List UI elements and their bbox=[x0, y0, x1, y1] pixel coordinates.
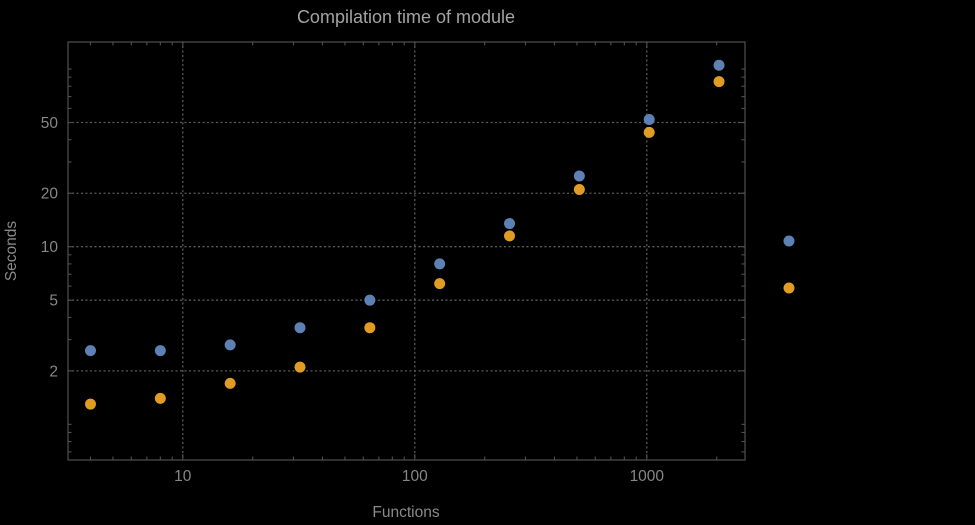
x-tick-label: 100 bbox=[402, 468, 428, 485]
axis-ticks: 10 100 1000 2 5 10 20 50 bbox=[41, 42, 745, 485]
y-tick-label: 10 bbox=[41, 239, 59, 256]
data-point-series-2 bbox=[294, 361, 306, 373]
x-tick-label: 1000 bbox=[630, 468, 665, 485]
data-point-series-1 bbox=[84, 345, 96, 357]
data-point-series-2 bbox=[643, 126, 655, 138]
legend-marker-series-2 bbox=[783, 282, 795, 294]
data-point-series-2 bbox=[84, 398, 96, 410]
data-point-series-2 bbox=[504, 230, 516, 242]
plot-frame bbox=[67, 41, 746, 461]
data-point-series-1 bbox=[154, 345, 166, 357]
y-axis-label: Seconds bbox=[3, 221, 20, 282]
data-point-series-2 bbox=[224, 377, 236, 389]
data-point-series-2 bbox=[434, 278, 446, 290]
data-point-series-1 bbox=[573, 170, 585, 182]
data-points bbox=[84, 59, 725, 410]
data-point-series-1 bbox=[504, 218, 516, 230]
data-point-series-2 bbox=[573, 183, 585, 195]
data-point-series-1 bbox=[364, 294, 376, 306]
x-axis-label: Functions bbox=[372, 504, 439, 521]
legend-marker-series-1 bbox=[783, 235, 795, 247]
legend bbox=[783, 235, 795, 294]
data-point-series-1 bbox=[713, 59, 725, 71]
data-point-series-2 bbox=[713, 76, 725, 88]
chart-title: Compilation time of module bbox=[297, 7, 515, 27]
data-point-series-1 bbox=[294, 322, 306, 334]
x-tick-label: 10 bbox=[174, 468, 192, 485]
y-tick-label: 2 bbox=[49, 363, 58, 380]
data-point-series-2 bbox=[154, 392, 166, 404]
grid-lines bbox=[67, 41, 746, 461]
data-point-series-1 bbox=[224, 339, 236, 351]
data-point-series-2 bbox=[364, 322, 376, 334]
y-tick-label: 5 bbox=[49, 293, 58, 310]
y-tick-label: 50 bbox=[41, 115, 59, 132]
frame-rect bbox=[67, 41, 746, 461]
data-point-series-1 bbox=[643, 114, 655, 126]
y-tick-label: 20 bbox=[41, 186, 59, 203]
data-point-series-1 bbox=[434, 258, 446, 270]
